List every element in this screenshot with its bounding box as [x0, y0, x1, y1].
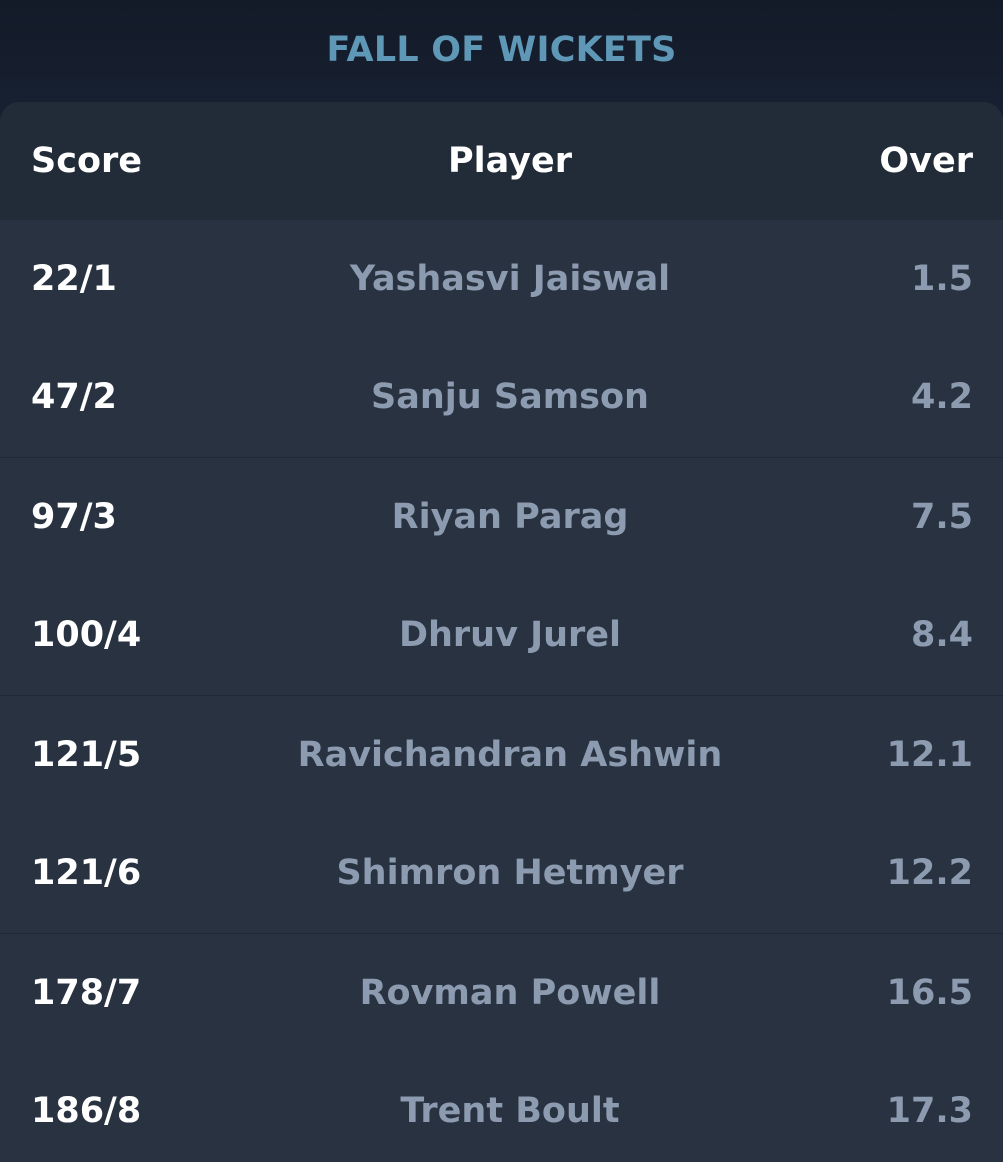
wicket-over: 4.2	[910, 377, 973, 417]
column-header-score: Score	[31, 141, 142, 181]
wicket-player: Shimron Hetmyer	[336, 853, 684, 893]
wicket-over: 16.5	[886, 973, 973, 1013]
row-group: 97/3 Riyan Parag 7.5 100/4 Dhruv Jurel 8…	[0, 458, 1003, 696]
table-row: 22/1 Yashasvi Jaiswal 1.5	[0, 220, 1003, 338]
table-row: 178/7 Rovman Powell 16.5	[0, 934, 1003, 1052]
table-header: Score Player Over	[0, 102, 1003, 220]
wicket-player: Riyan Parag	[391, 497, 629, 537]
table-row: 121/6 Shimron Hetmyer 12.2	[0, 814, 1003, 932]
table-row: 47/2 Sanju Samson 4.2	[0, 338, 1003, 456]
wicket-over: 17.3	[886, 1091, 973, 1131]
row-group: 121/5 Ravichandran Ashwin 12.1 121/6 Shi…	[0, 696, 1003, 934]
table-row: 186/8 Trent Boult 17.3	[0, 1052, 1003, 1162]
wicket-score: 100/4	[31, 615, 142, 655]
column-header-player: Player	[447, 141, 572, 181]
wicket-player: Rovman Powell	[359, 973, 661, 1013]
wicket-score: 22/1	[31, 259, 117, 299]
wicket-over: 7.5	[910, 497, 973, 537]
wicket-score: 121/5	[31, 735, 142, 775]
row-group: 178/7 Rovman Powell 16.5 186/8 Trent Bou…	[0, 934, 1003, 1162]
wicket-over: 12.1	[886, 735, 973, 775]
wicket-over: 1.5	[910, 259, 973, 299]
wicket-over: 12.2	[886, 853, 973, 893]
column-header-over: Over	[879, 141, 973, 181]
wicket-player: Trent Boult	[400, 1091, 620, 1131]
wicket-player: Dhruv Jurel	[398, 615, 622, 655]
wicket-score: 121/6	[31, 853, 142, 893]
section-title: FALL OF WICKETS	[326, 30, 677, 70]
wicket-player: Sanju Samson	[371, 377, 649, 417]
wicket-over: 8.4	[910, 615, 973, 655]
table-row: 121/5 Ravichandran Ashwin 12.1	[0, 696, 1003, 814]
wicket-score: 178/7	[31, 973, 142, 1013]
wicket-score: 47/2	[31, 377, 117, 417]
fall-of-wickets-table: Score Player Over 22/1 Yashasvi Jaiswal …	[0, 102, 1003, 1162]
table-row: 100/4 Dhruv Jurel 8.4	[0, 576, 1003, 694]
wicket-score: 97/3	[31, 497, 117, 537]
row-group: 22/1 Yashasvi Jaiswal 1.5 47/2 Sanju Sam…	[0, 220, 1003, 458]
table-row: 97/3 Riyan Parag 7.5	[0, 458, 1003, 576]
wicket-score: 186/8	[31, 1091, 142, 1131]
wicket-player: Ravichandran Ashwin	[297, 735, 723, 775]
wicket-player: Yashasvi Jaiswal	[349, 259, 671, 299]
